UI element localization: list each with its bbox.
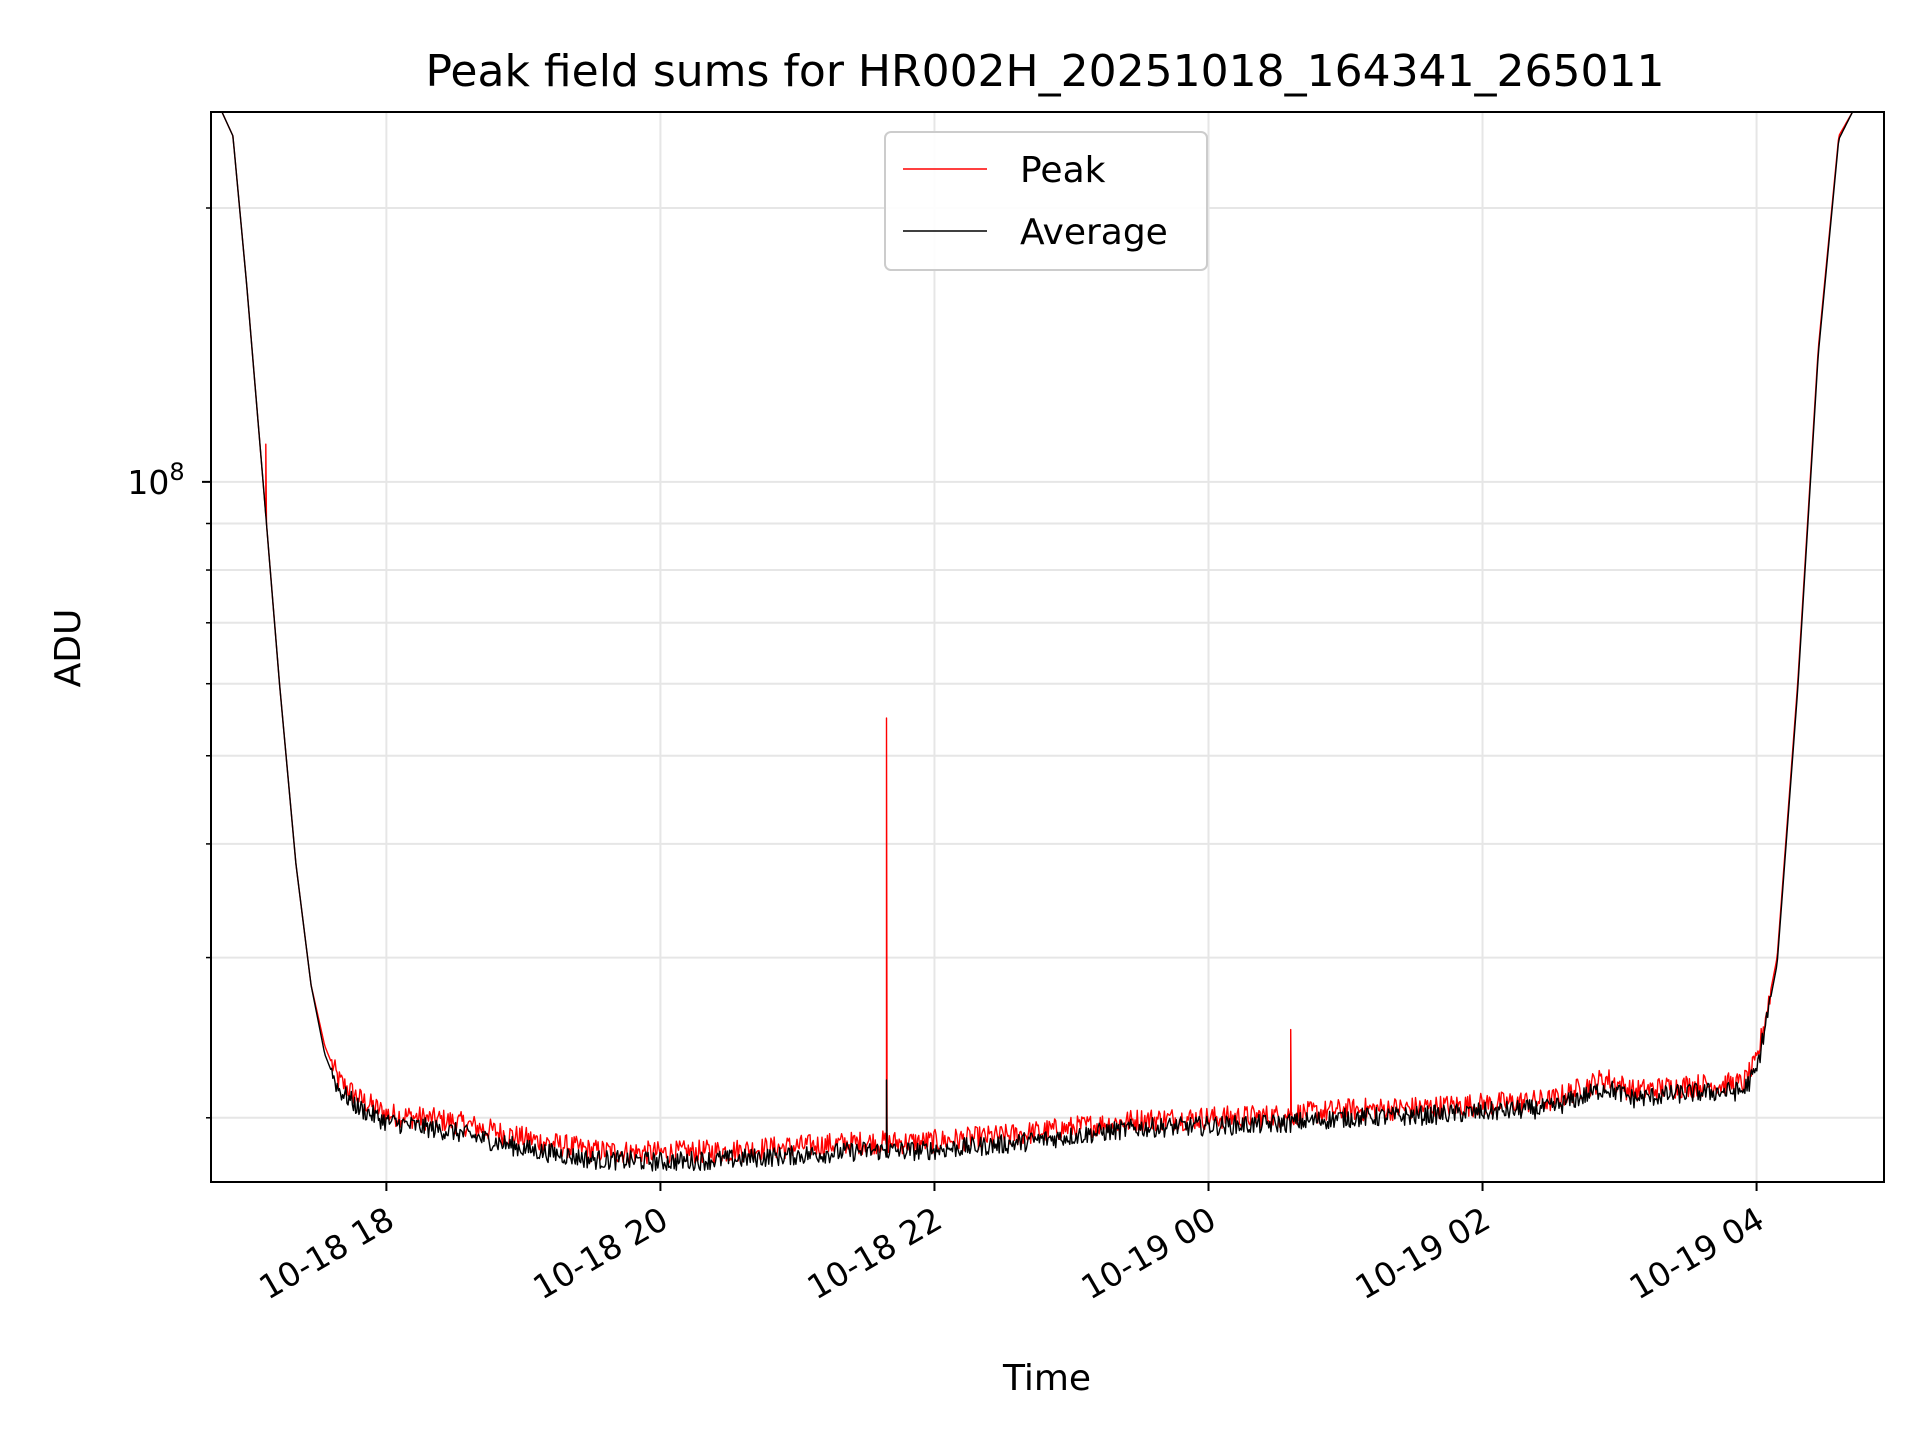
x-axis-label: Time [1002,1358,1091,1399]
legend: Peak Average [884,131,1208,271]
legend-peak-label: Peak [1020,150,1106,191]
y-tick-label: 108 [127,458,184,502]
legend-box [884,131,1208,271]
legend-average-label: Average [1020,212,1168,253]
series-peak-line [221,112,1854,1166]
chart-title: Peak field sums for HR002H_20251018_1643… [425,46,1664,97]
series-layer [221,112,1854,1172]
series-average-line [221,112,1854,1172]
y-axis-label: ADU [48,609,89,688]
plot-frame [210,111,1885,1183]
y-tick-label-base: 10 [127,463,169,502]
y-tick-label-exponent: 8 [169,458,184,486]
